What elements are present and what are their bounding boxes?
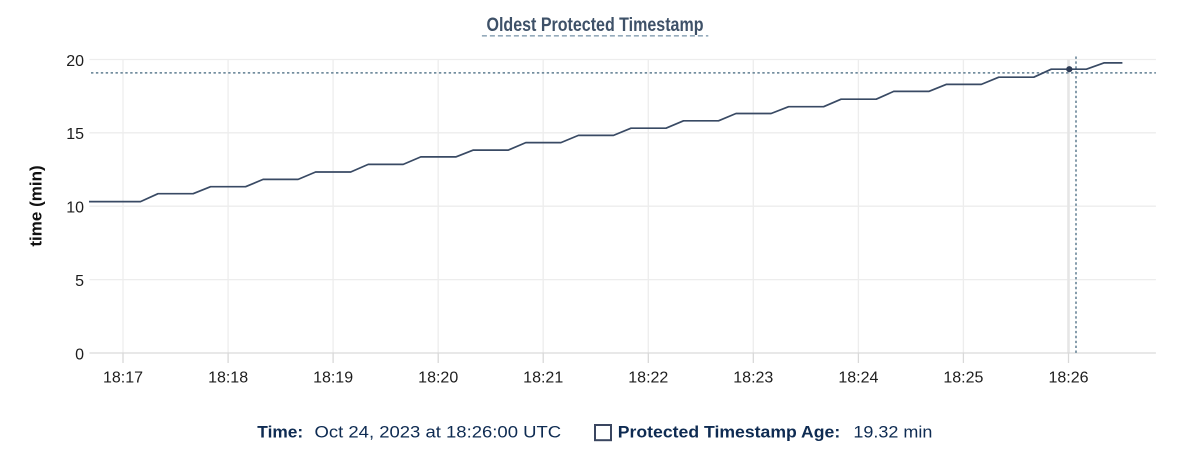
svg-text:18:18: 18:18 xyxy=(208,369,248,386)
svg-text:Oldest Protected Timestamp: Oldest Protected Timestamp xyxy=(487,15,704,36)
svg-text:18:25: 18:25 xyxy=(943,369,983,386)
svg-text:18:21: 18:21 xyxy=(523,369,563,386)
svg-text:5: 5 xyxy=(75,273,84,290)
svg-text:18:17: 18:17 xyxy=(103,369,143,386)
svg-text:0: 0 xyxy=(75,346,84,363)
svg-text:15: 15 xyxy=(66,126,84,143)
svg-text:time (min): time (min) xyxy=(27,165,46,246)
svg-text:19.32 min: 19.32 min xyxy=(853,423,932,442)
svg-text:20: 20 xyxy=(66,53,84,70)
svg-text:18:24: 18:24 xyxy=(838,369,878,386)
svg-text:Protected Timestamp Age:: Protected Timestamp Age: xyxy=(618,423,840,442)
svg-text:10: 10 xyxy=(66,200,84,217)
svg-text:18:19: 18:19 xyxy=(313,369,353,386)
svg-text:18:23: 18:23 xyxy=(733,369,773,386)
svg-text:Oct 24, 2023 at 18:26:00 UTC: Oct 24, 2023 at 18:26:00 UTC xyxy=(315,423,562,442)
svg-text:18:20: 18:20 xyxy=(418,369,458,386)
svg-text:18:22: 18:22 xyxy=(628,369,668,386)
svg-text:Time:: Time: xyxy=(257,423,303,442)
svg-text:18:26: 18:26 xyxy=(1048,369,1088,386)
